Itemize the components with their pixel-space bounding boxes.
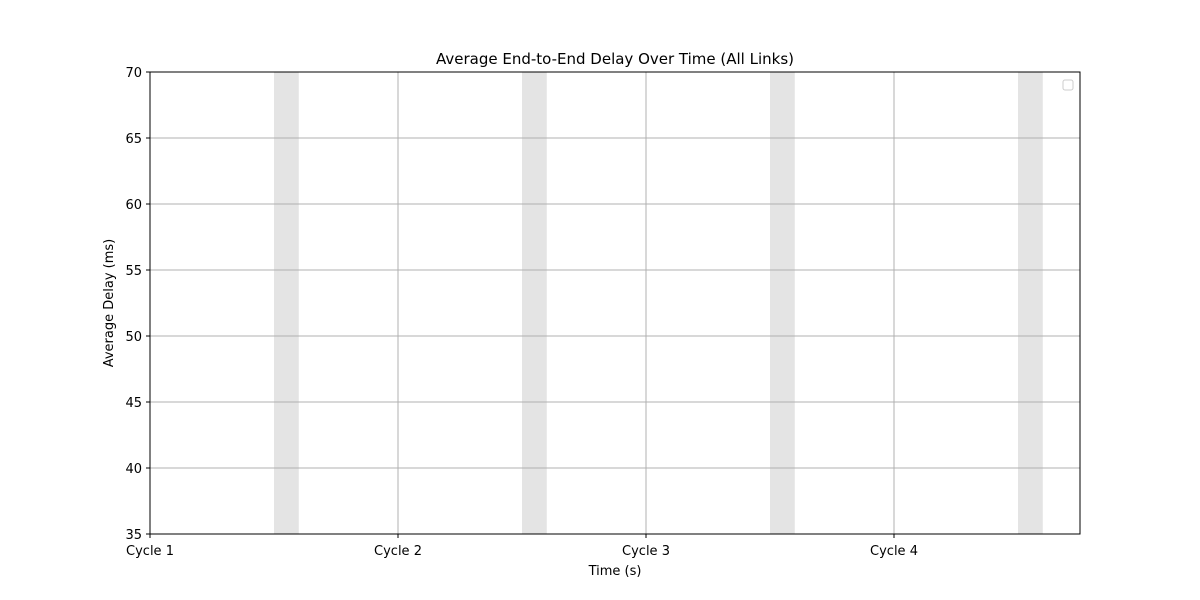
y-tick-label: 55 bbox=[125, 264, 142, 279]
x-tick-label: Cycle 2 bbox=[374, 544, 422, 559]
chart-title: Average End-to-End Delay Over Time (All … bbox=[436, 50, 794, 68]
y-tick-label: 40 bbox=[125, 462, 142, 477]
x-tick-label: Cycle 1 bbox=[126, 544, 174, 559]
y-tick-label: 60 bbox=[125, 198, 142, 213]
legend bbox=[1062, 79, 1074, 91]
y-tick-label: 35 bbox=[125, 528, 142, 543]
shaded-interval bbox=[1018, 72, 1043, 534]
y-tick-label: 50 bbox=[125, 330, 142, 345]
plot-area-frame bbox=[149, 71, 1081, 535]
shaded-interval bbox=[274, 72, 299, 534]
y-tick-label: 65 bbox=[125, 132, 142, 147]
y-tick-label: 70 bbox=[125, 66, 142, 81]
shaded-interval bbox=[522, 72, 547, 534]
shaded-intervals bbox=[274, 72, 1043, 534]
y-tick-label: 45 bbox=[125, 396, 142, 411]
x-axis-label: Time (s) bbox=[588, 564, 642, 579]
x-tick-label: Cycle 4 bbox=[870, 544, 918, 559]
x-tick-label: Cycle 3 bbox=[622, 544, 670, 559]
shaded-interval bbox=[770, 72, 795, 534]
y-axis-label: Average Delay (ms) bbox=[102, 239, 117, 368]
axis-ticks: Cycle 1 Cycle 2 Cycle 3 Cycle 4 35 40 45 50 55 60… bbox=[125, 66, 918, 559]
